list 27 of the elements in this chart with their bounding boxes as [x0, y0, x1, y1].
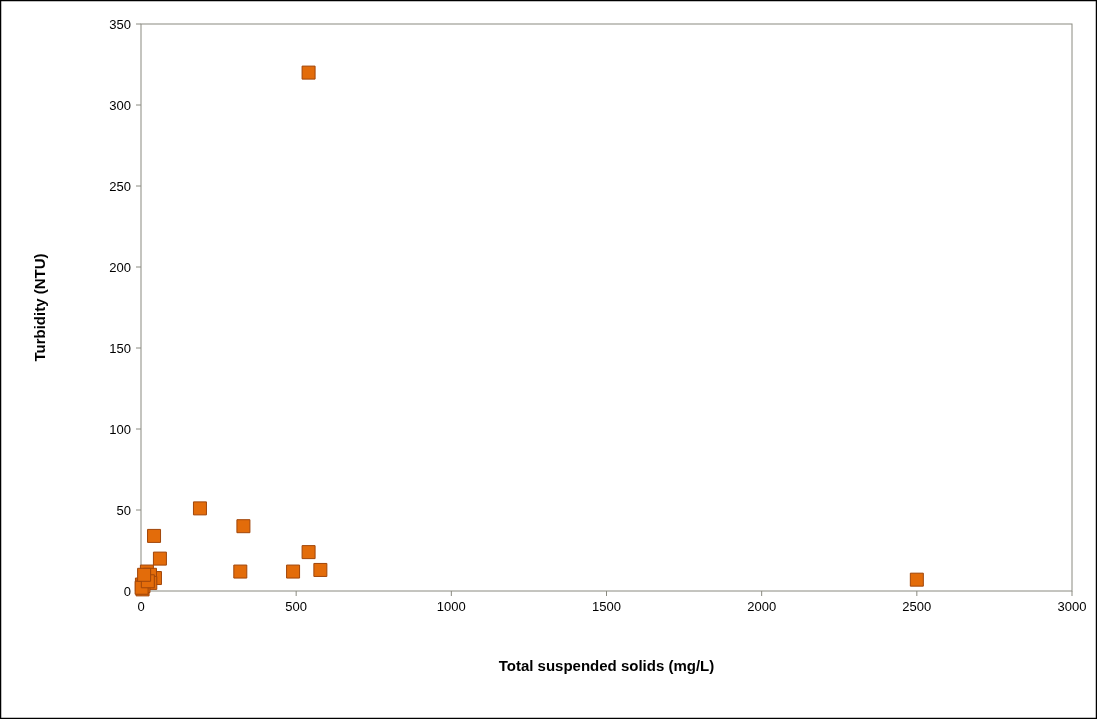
y-tick-label: 50: [116, 502, 131, 518]
y-tick-label: 200: [109, 259, 131, 275]
y-tick-label: 300: [109, 97, 131, 113]
point: [286, 564, 301, 579]
y-axis-title: Turbidity (NTU): [31, 253, 48, 362]
point: [313, 562, 328, 577]
x-tick-label: 500: [285, 599, 308, 614]
x-tick-label: 3000: [1057, 599, 1087, 614]
y-tick-label: 0: [123, 583, 131, 599]
y-tick-label: 100: [109, 421, 131, 437]
point: [147, 528, 162, 543]
y-tick-label: 350: [109, 16, 131, 32]
x-tick-label: 0: [137, 599, 145, 614]
x-tick-label: 2000: [747, 599, 777, 614]
point: [301, 545, 316, 560]
point: [233, 564, 248, 579]
y-tick-label: 250: [109, 178, 131, 194]
x-axis-title: Total suspended solids (mg/L): [498, 657, 715, 674]
point: [152, 551, 167, 566]
x-tick-label: 2500: [902, 599, 932, 614]
point: [301, 65, 316, 80]
point: [909, 572, 924, 587]
y-tick-label: 150: [109, 340, 131, 356]
point: [236, 519, 251, 534]
x-tick-label: 1500: [592, 599, 621, 614]
point: [192, 501, 207, 516]
x-tick-label: 1000: [436, 599, 466, 614]
